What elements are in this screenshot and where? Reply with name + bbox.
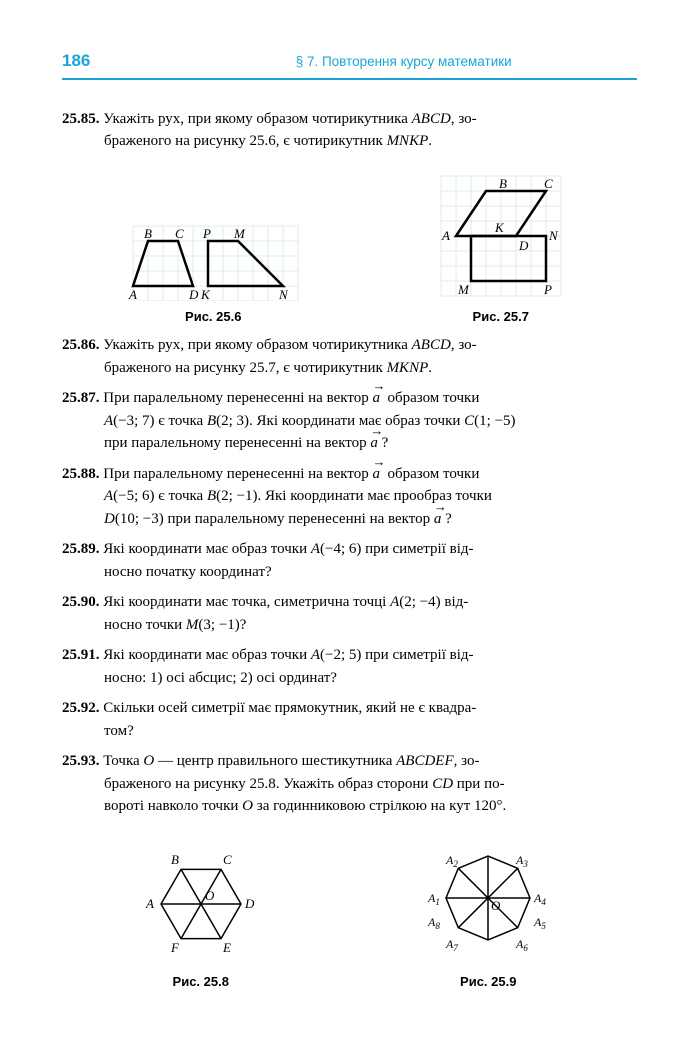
svg-text:P: P [543, 282, 552, 297]
page-header: 186 § 7. Повторення курсу математики [62, 48, 637, 80]
fig-25-8-svg: A B C D E F O [131, 846, 271, 966]
svg-text:C: C [223, 852, 232, 867]
figure-25-8: A B C D E F O Рис. 25.8 [131, 846, 271, 992]
problem-number: 25.92. [62, 700, 100, 716]
problem-number: 25.88. [62, 466, 100, 482]
problem-text: Точка O — центр правильного шестикутника… [62, 753, 506, 814]
svg-text:A6: A6 [515, 937, 528, 953]
problem-number: 25.89. [62, 541, 100, 557]
svg-text:D: D [188, 287, 199, 301]
problem-text: Які координати має образ точки A(−4; 6) … [62, 541, 474, 580]
svg-text:A: A [145, 896, 154, 911]
svg-text:D: D [518, 238, 529, 253]
fig-25-6-svg: A B C D K P M N [123, 221, 303, 301]
svg-text:A7: A7 [445, 937, 458, 953]
svg-text:A: A [441, 228, 450, 243]
problem-text: Які координати має точка, симетрична точ… [62, 594, 468, 633]
problem-text: При паралельному перенесенні на вектор a… [62, 466, 492, 527]
svg-text:A8: A8 [427, 915, 440, 931]
problem-25-93: 25.93. Точка O — центр правильного шести… [62, 750, 637, 818]
problem-text: Укажіть рух, при якому образом чотирикут… [62, 337, 477, 376]
problem-25-89: 25.89. Які координати має образ точки A(… [62, 538, 637, 583]
svg-text:B: B [144, 226, 152, 241]
svg-text:P: P [202, 226, 211, 241]
problem-number: 25.86. [62, 337, 100, 353]
svg-text:A2: A2 [445, 853, 458, 869]
problem-25-88: 25.88. При паралельному перенесенні на в… [62, 463, 637, 531]
svg-text:A1: A1 [427, 891, 440, 907]
caption-25-9: Рис. 25.9 [408, 972, 568, 992]
svg-text:O: O [205, 888, 215, 903]
problem-25-92: 25.92. Скільки осей симетрії має прямоку… [62, 697, 637, 742]
problem-text: При паралельному перенесенні на вектор a… [62, 390, 516, 451]
fig-25-9-svg: A1 A2 A3 A4 A5 A6 A7 A8 O [408, 836, 568, 966]
problem-number: 25.87. [62, 390, 100, 406]
figures-row-2: A B C D E F O Рис. 25.8 A1 A2 A3 A4 [62, 836, 637, 992]
fig-25-7-svg: A B C D K M N P [426, 171, 576, 301]
caption-25-6: Рис. 25.6 [123, 307, 303, 327]
figures-row-1: A B C D K P M N Рис. 25.6 [62, 171, 637, 327]
problem-25-85: 25.85. Укажіть рух, при якому образом чо… [62, 108, 637, 153]
problem-25-86: 25.86. Укажіть рух, при якому образом чо… [62, 334, 637, 379]
problem-number: 25.85. [62, 111, 100, 127]
figure-25-7: A B C D K M N P Рис. 25.7 [426, 171, 576, 327]
figure-25-6: A B C D K P M N Рис. 25.6 [123, 221, 303, 327]
caption-25-7: Рис. 25.7 [426, 307, 576, 327]
svg-text:K: K [200, 287, 211, 301]
svg-text:D: D [244, 896, 255, 911]
caption-25-8: Рис. 25.8 [131, 972, 271, 992]
section-title: § 7. Повторення курсу математики [170, 52, 637, 72]
svg-text:O: O [491, 898, 501, 913]
page-number: 186 [62, 48, 90, 74]
svg-text:F: F [170, 940, 180, 955]
svg-text:N: N [278, 287, 289, 301]
problem-number: 25.93. [62, 753, 100, 769]
problem-number: 25.90. [62, 594, 100, 610]
problem-number: 25.91. [62, 647, 100, 663]
svg-text:C: C [175, 226, 184, 241]
svg-text:E: E [222, 940, 231, 955]
svg-text:A4: A4 [533, 891, 546, 907]
svg-text:N: N [548, 228, 559, 243]
problem-25-87: 25.87. При паралельному перенесенні на в… [62, 387, 637, 455]
svg-text:C: C [544, 176, 553, 191]
svg-text:A: A [128, 287, 137, 301]
problem-25-90: 25.90. Які координати має точка, симетри… [62, 591, 637, 636]
svg-text:A5: A5 [533, 915, 546, 931]
figure-25-9: A1 A2 A3 A4 A5 A6 A7 A8 O Рис. 25.9 [408, 836, 568, 992]
svg-text:B: B [171, 852, 179, 867]
problem-text: Які координати має образ точки A(−2; 5) … [62, 647, 474, 686]
svg-text:K: K [494, 220, 505, 235]
problem-25-91: 25.91. Які координати має образ точки A(… [62, 644, 637, 689]
svg-text:M: M [233, 226, 246, 241]
svg-text:M: M [457, 282, 470, 297]
problem-text: Укажіть рух, при якому образом чотирикут… [62, 111, 477, 150]
svg-text:B: B [499, 176, 507, 191]
svg-text:A3: A3 [515, 853, 528, 869]
problem-text: Скільки осей симетрії має прямокутник, я… [62, 700, 476, 739]
